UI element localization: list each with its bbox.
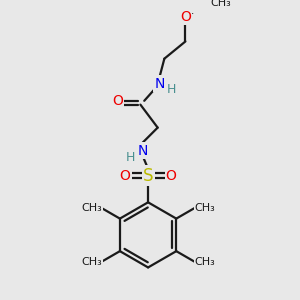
Text: H: H — [126, 151, 136, 164]
Text: N: N — [137, 144, 148, 158]
Text: O: O — [120, 169, 130, 182]
Text: CH₃: CH₃ — [210, 0, 231, 8]
Text: CH₃: CH₃ — [81, 257, 102, 267]
Text: O: O — [166, 169, 176, 182]
Text: S: S — [143, 167, 153, 184]
Text: CH₃: CH₃ — [81, 203, 102, 213]
Text: H: H — [167, 83, 176, 96]
Text: N: N — [154, 76, 165, 91]
Text: O: O — [180, 10, 191, 23]
Text: CH₃: CH₃ — [194, 203, 215, 213]
Text: CH₃: CH₃ — [194, 257, 215, 267]
Text: O: O — [112, 94, 123, 108]
